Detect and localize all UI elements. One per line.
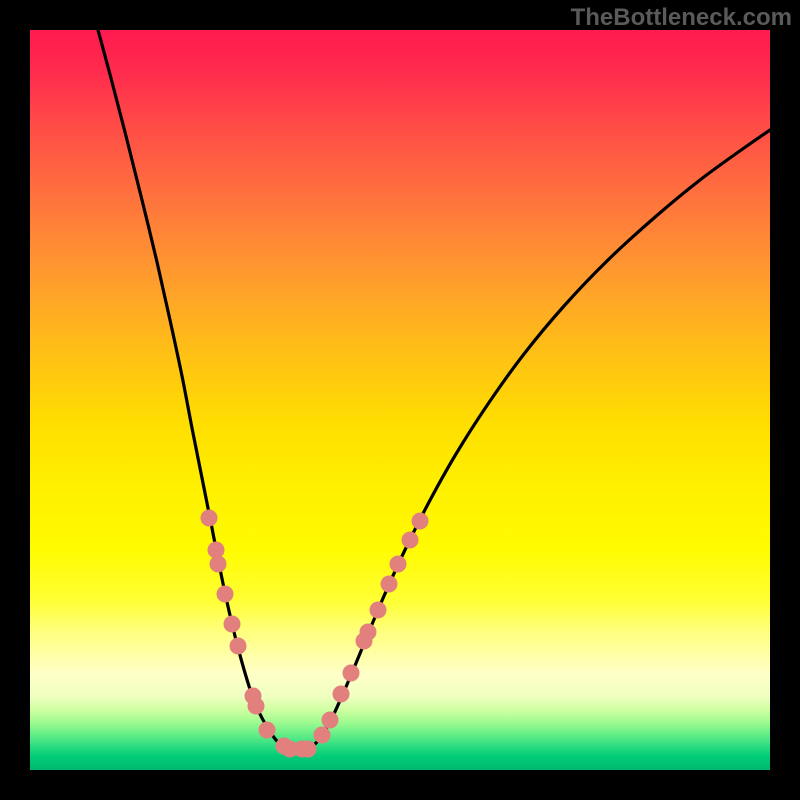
data-marker — [201, 510, 217, 526]
data-marker — [370, 602, 386, 618]
chart-svg — [30, 30, 770, 770]
data-marker — [314, 727, 330, 743]
data-marker — [248, 698, 264, 714]
chart-background — [30, 30, 770, 770]
data-marker — [259, 722, 275, 738]
data-marker — [217, 586, 233, 602]
data-marker — [208, 542, 224, 558]
data-marker — [224, 616, 240, 632]
watermark-text: TheBottleneck.com — [571, 4, 792, 32]
data-marker — [210, 556, 226, 572]
data-marker — [343, 665, 359, 681]
data-marker — [412, 513, 428, 529]
data-marker — [300, 741, 316, 757]
data-marker — [381, 576, 397, 592]
data-marker — [390, 556, 406, 572]
data-marker — [360, 624, 376, 640]
data-marker — [322, 712, 338, 728]
data-marker — [402, 532, 418, 548]
data-marker — [333, 686, 349, 702]
data-marker — [230, 638, 246, 654]
plot-area — [30, 30, 770, 770]
